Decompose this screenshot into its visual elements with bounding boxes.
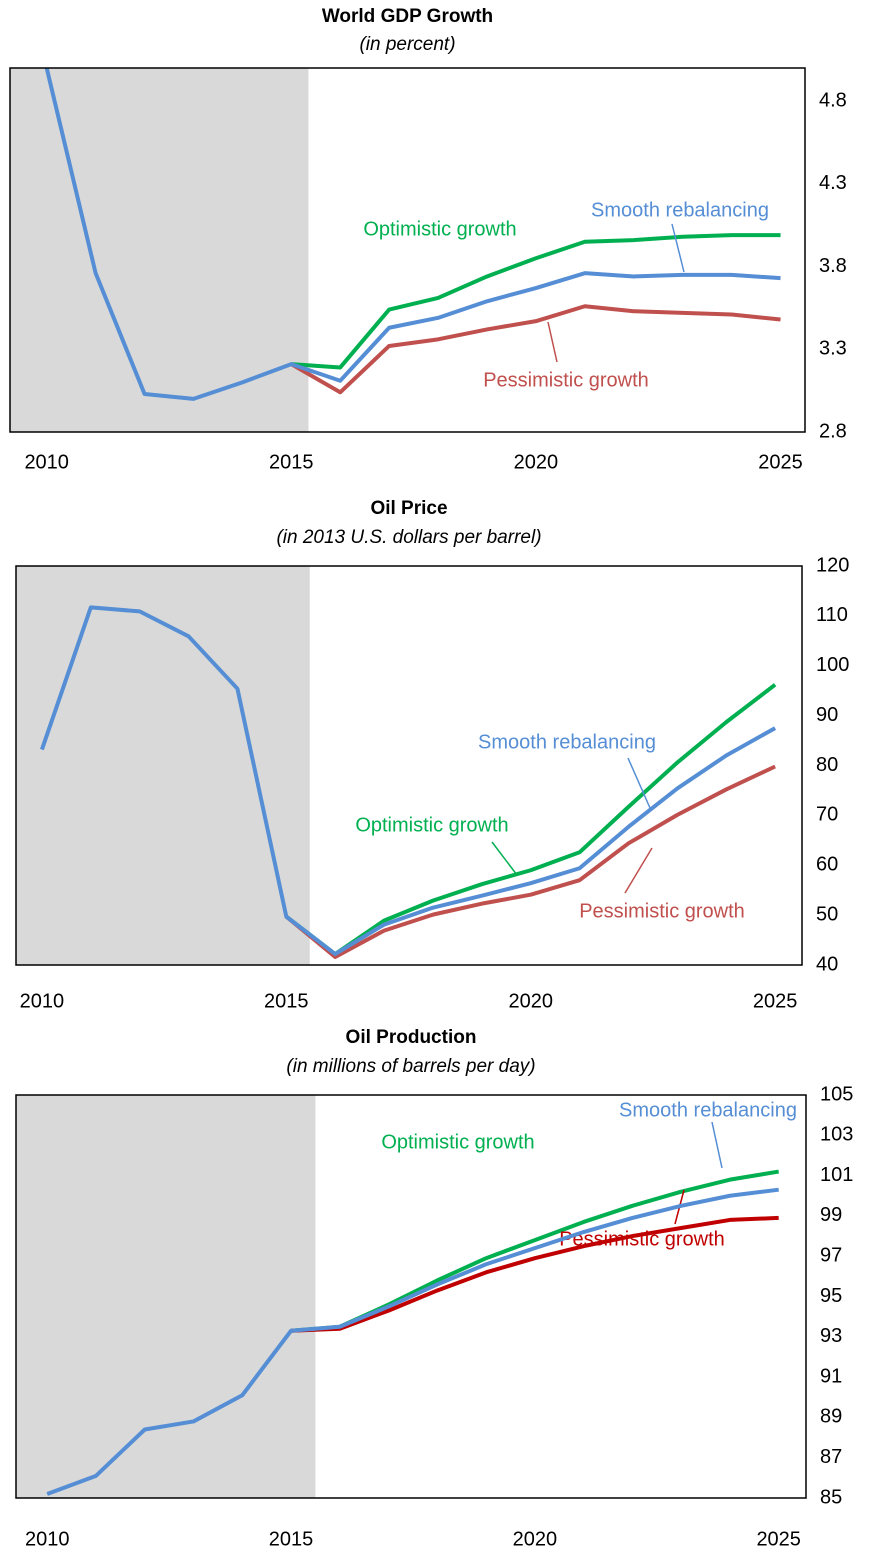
y-tick-label: 2.8 — [819, 420, 847, 442]
series-label: Optimistic growth — [355, 814, 508, 836]
leader-line — [491, 841, 518, 876]
series-label: Optimistic growth — [363, 218, 516, 240]
series-label: Smooth rebalancing — [619, 1099, 797, 1121]
y-tick-label: 4.3 — [819, 172, 847, 194]
series-line — [285, 683, 777, 957]
chart-panel: Oil Production (in millions of barrels pe… — [15, 1027, 853, 1550]
x-tick-label: 2015 — [264, 990, 309, 1012]
series-line — [44, 67, 781, 401]
y-tick-label: 101 — [820, 1164, 853, 1186]
y-tick-label: 103 — [820, 1124, 853, 1146]
series-label: Optimistic growth — [381, 1131, 534, 1153]
y-tick-label: 93 — [820, 1325, 842, 1347]
leader-line — [547, 321, 558, 363]
x-tick-label: 2010 — [24, 451, 69, 473]
series-label: Smooth rebalancing — [591, 199, 769, 221]
series-label: Pessimistic growth — [579, 900, 745, 922]
plot-frame — [15, 565, 803, 966]
y-tick-label: 100 — [816, 654, 849, 676]
y-tick-label: 120 — [816, 554, 849, 576]
chart-title: Oil Price — [370, 498, 447, 519]
history-shade — [16, 1095, 316, 1498]
y-tick-label: 40 — [816, 953, 838, 975]
leader-line — [627, 757, 651, 809]
y-tick-label: 99 — [820, 1204, 842, 1226]
x-tick-label: 2025 — [758, 451, 803, 473]
x-tick-label: 2015 — [269, 1528, 314, 1550]
y-tick-label: 91 — [820, 1365, 842, 1387]
x-tick-label: 2020 — [513, 1528, 558, 1550]
y-tick-label: 95 — [820, 1285, 842, 1307]
series-label: Pessimistic growth — [559, 1228, 725, 1250]
series-line — [290, 304, 781, 395]
x-tick-label: 2020 — [514, 451, 559, 473]
chart-subtitle: (in percent) — [359, 34, 455, 55]
x-tick-label: 2015 — [269, 451, 314, 473]
chart-title: World GDP Growth — [322, 6, 493, 27]
x-tick-label: 2010 — [20, 990, 65, 1012]
chart-title: Oil Production — [346, 1027, 477, 1048]
leader-line — [671, 223, 685, 273]
series-line — [285, 764, 776, 960]
y-tick-label: 90 — [816, 704, 838, 726]
y-tick-label: 60 — [816, 854, 838, 876]
x-tick-label: 2020 — [508, 990, 553, 1012]
series-line — [290, 1215, 779, 1333]
x-tick-label: 2025 — [753, 990, 798, 1012]
y-tick-label: 3.3 — [819, 338, 847, 360]
y-tick-label: 87 — [820, 1446, 842, 1468]
y-tick-label: 50 — [816, 903, 838, 925]
y-tick-label: 80 — [816, 754, 838, 776]
series-line — [291, 233, 781, 370]
leader-line — [624, 847, 653, 894]
history-shade — [10, 68, 309, 432]
x-tick-label: 2010 — [25, 1528, 70, 1550]
y-tick-label: 97 — [820, 1244, 842, 1266]
chart-panel: World GDP Growth (in percent) 2.8 3.3 3.8 4.3… — [9, 6, 847, 473]
series-line — [46, 1187, 779, 1496]
chart-subtitle: (in 2013 U.S. dollars per barrel) — [276, 527, 541, 548]
history-shade — [16, 566, 310, 965]
series-line — [290, 1169, 780, 1333]
series-line — [40, 605, 777, 957]
y-tick-label: 70 — [816, 804, 838, 826]
plot-frame — [15, 1094, 807, 1499]
chart-panel: Oil Price (in 2013 U.S. dollars per barre… — [15, 498, 849, 1012]
x-tick-label: 2025 — [756, 1528, 801, 1550]
y-tick-label: 85 — [820, 1486, 842, 1508]
series-label: Smooth rebalancing — [478, 731, 656, 753]
chart-subtitle: (in millions of barrels per day) — [286, 1056, 535, 1077]
y-tick-label: 89 — [820, 1406, 842, 1428]
leader-line — [711, 1121, 723, 1169]
plot-frame — [9, 67, 806, 433]
y-tick-label: 110 — [816, 604, 848, 626]
y-tick-label: 4.8 — [819, 89, 847, 111]
y-tick-label: 3.8 — [819, 255, 847, 277]
series-label: Pessimistic growth — [483, 369, 649, 391]
y-tick-label: 105 — [820, 1083, 853, 1105]
